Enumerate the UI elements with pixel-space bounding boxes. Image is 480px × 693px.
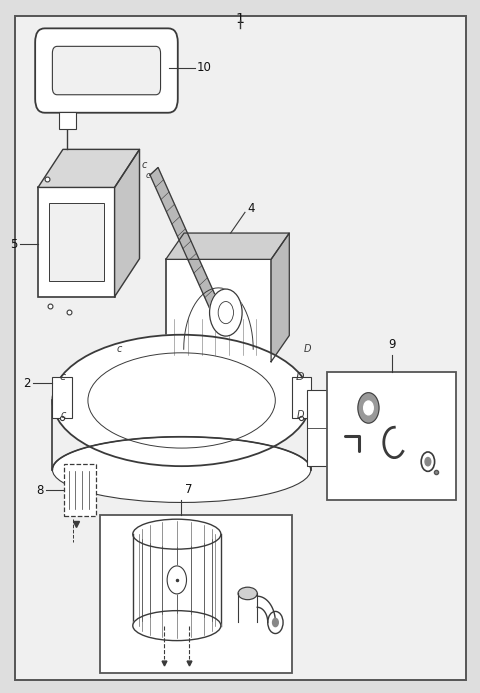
Ellipse shape xyxy=(133,611,221,640)
FancyBboxPatch shape xyxy=(292,377,311,419)
Polygon shape xyxy=(271,233,289,362)
Text: 9: 9 xyxy=(388,338,396,351)
FancyBboxPatch shape xyxy=(52,377,72,419)
Text: 1: 1 xyxy=(236,12,244,26)
Text: 4: 4 xyxy=(247,202,255,216)
FancyBboxPatch shape xyxy=(52,46,160,95)
Circle shape xyxy=(425,457,431,466)
Polygon shape xyxy=(38,150,140,187)
FancyBboxPatch shape xyxy=(38,187,115,297)
Text: c: c xyxy=(60,371,66,382)
Text: c: c xyxy=(117,344,122,354)
Text: c: c xyxy=(60,410,66,420)
Circle shape xyxy=(167,566,187,594)
FancyBboxPatch shape xyxy=(100,516,292,673)
Text: c: c xyxy=(146,171,150,180)
Text: 8: 8 xyxy=(36,484,43,496)
Text: D: D xyxy=(303,344,311,354)
FancyBboxPatch shape xyxy=(64,464,96,516)
Ellipse shape xyxy=(133,519,221,549)
FancyBboxPatch shape xyxy=(59,112,76,129)
Text: 3: 3 xyxy=(359,432,366,445)
FancyBboxPatch shape xyxy=(35,28,178,113)
Text: 10: 10 xyxy=(197,61,212,74)
Polygon shape xyxy=(115,150,140,297)
Ellipse shape xyxy=(52,437,311,502)
Text: D: D xyxy=(297,410,304,420)
Ellipse shape xyxy=(238,587,257,599)
Text: D: D xyxy=(296,371,305,382)
Ellipse shape xyxy=(52,335,311,466)
Circle shape xyxy=(273,618,278,626)
Text: 2: 2 xyxy=(24,377,31,389)
Circle shape xyxy=(364,401,373,415)
Text: c: c xyxy=(142,160,147,170)
Text: 7: 7 xyxy=(185,483,193,496)
FancyBboxPatch shape xyxy=(327,372,456,500)
FancyBboxPatch shape xyxy=(48,202,104,281)
Text: 5: 5 xyxy=(10,238,17,251)
Circle shape xyxy=(210,289,242,336)
Polygon shape xyxy=(166,233,289,259)
Polygon shape xyxy=(150,168,218,310)
FancyBboxPatch shape xyxy=(307,390,339,466)
FancyBboxPatch shape xyxy=(166,259,271,362)
Text: 6: 6 xyxy=(236,299,243,313)
Circle shape xyxy=(358,393,379,423)
FancyBboxPatch shape xyxy=(15,16,466,680)
